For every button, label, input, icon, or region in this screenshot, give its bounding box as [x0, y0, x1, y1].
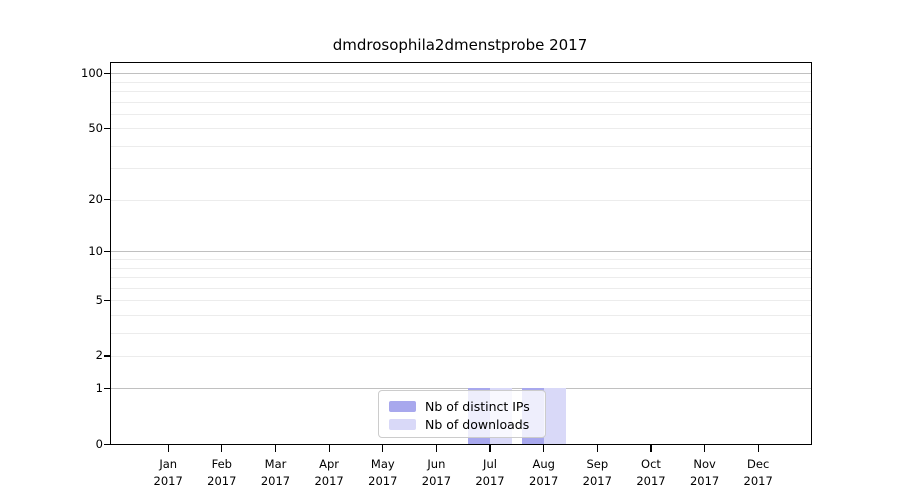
- x-tick-jun: [435, 445, 438, 452]
- gridline-y-3: [111, 332, 811, 334]
- gridline-y-30: [111, 168, 811, 170]
- x-tick-label-mar: Mar 2017: [260, 457, 291, 488]
- gridline-y-20: [111, 199, 811, 201]
- plot-area: 0 1 2 5 10 20 50 100 Jan 2017 Feb 2017 Mar 2017 Ap…: [81, 62, 812, 488]
- y-tick-2: [104, 355, 111, 357]
- y-tick-0: [104, 443, 111, 445]
- gridline-y-90: [111, 81, 811, 83]
- gridline-y-5: [111, 300, 811, 302]
- x-tick-label-dec: Dec 2017: [743, 457, 773, 488]
- x-tick-label-feb: Feb 2017: [207, 457, 237, 488]
- x-tick-label-jun: Jun 2017: [421, 457, 452, 488]
- x-tick-feb: [221, 445, 223, 452]
- legend-label-distinct-ips: Nb of distinct IPs: [425, 398, 530, 414]
- legend-row-downloads: Nb of downloads: [389, 415, 545, 433]
- y-tick-label-0: 0: [95, 436, 103, 451]
- x-tick-label-jan: Jan 2017: [153, 457, 183, 488]
- y-tick-label-10: 10: [88, 243, 103, 258]
- distinct-ips-swatch: [389, 400, 416, 412]
- x-tick-apr: [328, 445, 330, 452]
- x-tick-dec: [757, 445, 759, 452]
- x-tick-label-aug: Aug 2017: [529, 457, 559, 488]
- x-tick-label-may: May 2017: [368, 457, 398, 488]
- bar-downloads-aug: [543, 388, 566, 444]
- x-tick-oct: [650, 445, 652, 452]
- gridline-y-6: [111, 287, 811, 289]
- legend-row-distinct-ips: Nb of distinct IPs: [389, 397, 545, 415]
- gridline-y-80: [111, 91, 811, 93]
- x-tick-label-nov: Nov 2017: [689, 457, 720, 488]
- gridline-y-100: [111, 73, 811, 75]
- x-tick-label-oct: Oct 2017: [636, 457, 666, 488]
- x-tick-jan: [167, 445, 169, 452]
- gridline-y-7: [111, 277, 811, 278]
- gridline-y-10: [111, 251, 811, 253]
- y-tick-label-20: 20: [88, 192, 103, 206]
- y-tick-label-2: 2: [95, 348, 103, 363]
- gridline-y-8: [111, 267, 811, 269]
- x-tick-mar: [274, 445, 277, 452]
- gridline-y-60: [111, 113, 811, 115]
- x-tick-nov: [704, 445, 706, 452]
- y-tick-1: [104, 387, 111, 390]
- gridline-y-40: [111, 145, 811, 147]
- legend: Nb of distinct IPs Nb of downloads: [378, 390, 546, 438]
- y-tick-20: [104, 199, 111, 201]
- y-tick-5: [104, 299, 111, 301]
- x-tick-may: [382, 445, 384, 452]
- gridline-y-9: [111, 259, 811, 261]
- x-tick-aug: [543, 445, 545, 452]
- y-tick-label-1: 1: [95, 380, 103, 395]
- gridline-y-70: [111, 101, 811, 103]
- y-tick-10: [104, 250, 111, 253]
- legend-label-downloads: Nb of downloads: [425, 416, 530, 432]
- y-tick-label-100: 100: [81, 65, 103, 80]
- gridline-y-4: [111, 314, 811, 316]
- y-tick-label-50: 50: [88, 120, 103, 135]
- y-tick-label-5: 5: [95, 292, 103, 307]
- x-tick-sep: [596, 445, 598, 452]
- downloads-swatch: [389, 418, 416, 430]
- gridline-y-2: [111, 355, 811, 357]
- gridline-y-50: [111, 128, 811, 130]
- chart-title: dmdrosophila2dmenstprobe 2017: [332, 36, 588, 54]
- x-tick-label-jul: Jul 2017: [475, 457, 505, 488]
- x-tick-jul: [489, 445, 491, 452]
- x-tick-label-apr: Apr 2017: [314, 457, 344, 488]
- y-tick-50: [104, 127, 111, 130]
- y-tick-100: [104, 72, 111, 75]
- x-tick-label-sep: Sep 2017: [582, 457, 612, 488]
- gridline-y-1: [111, 388, 811, 390]
